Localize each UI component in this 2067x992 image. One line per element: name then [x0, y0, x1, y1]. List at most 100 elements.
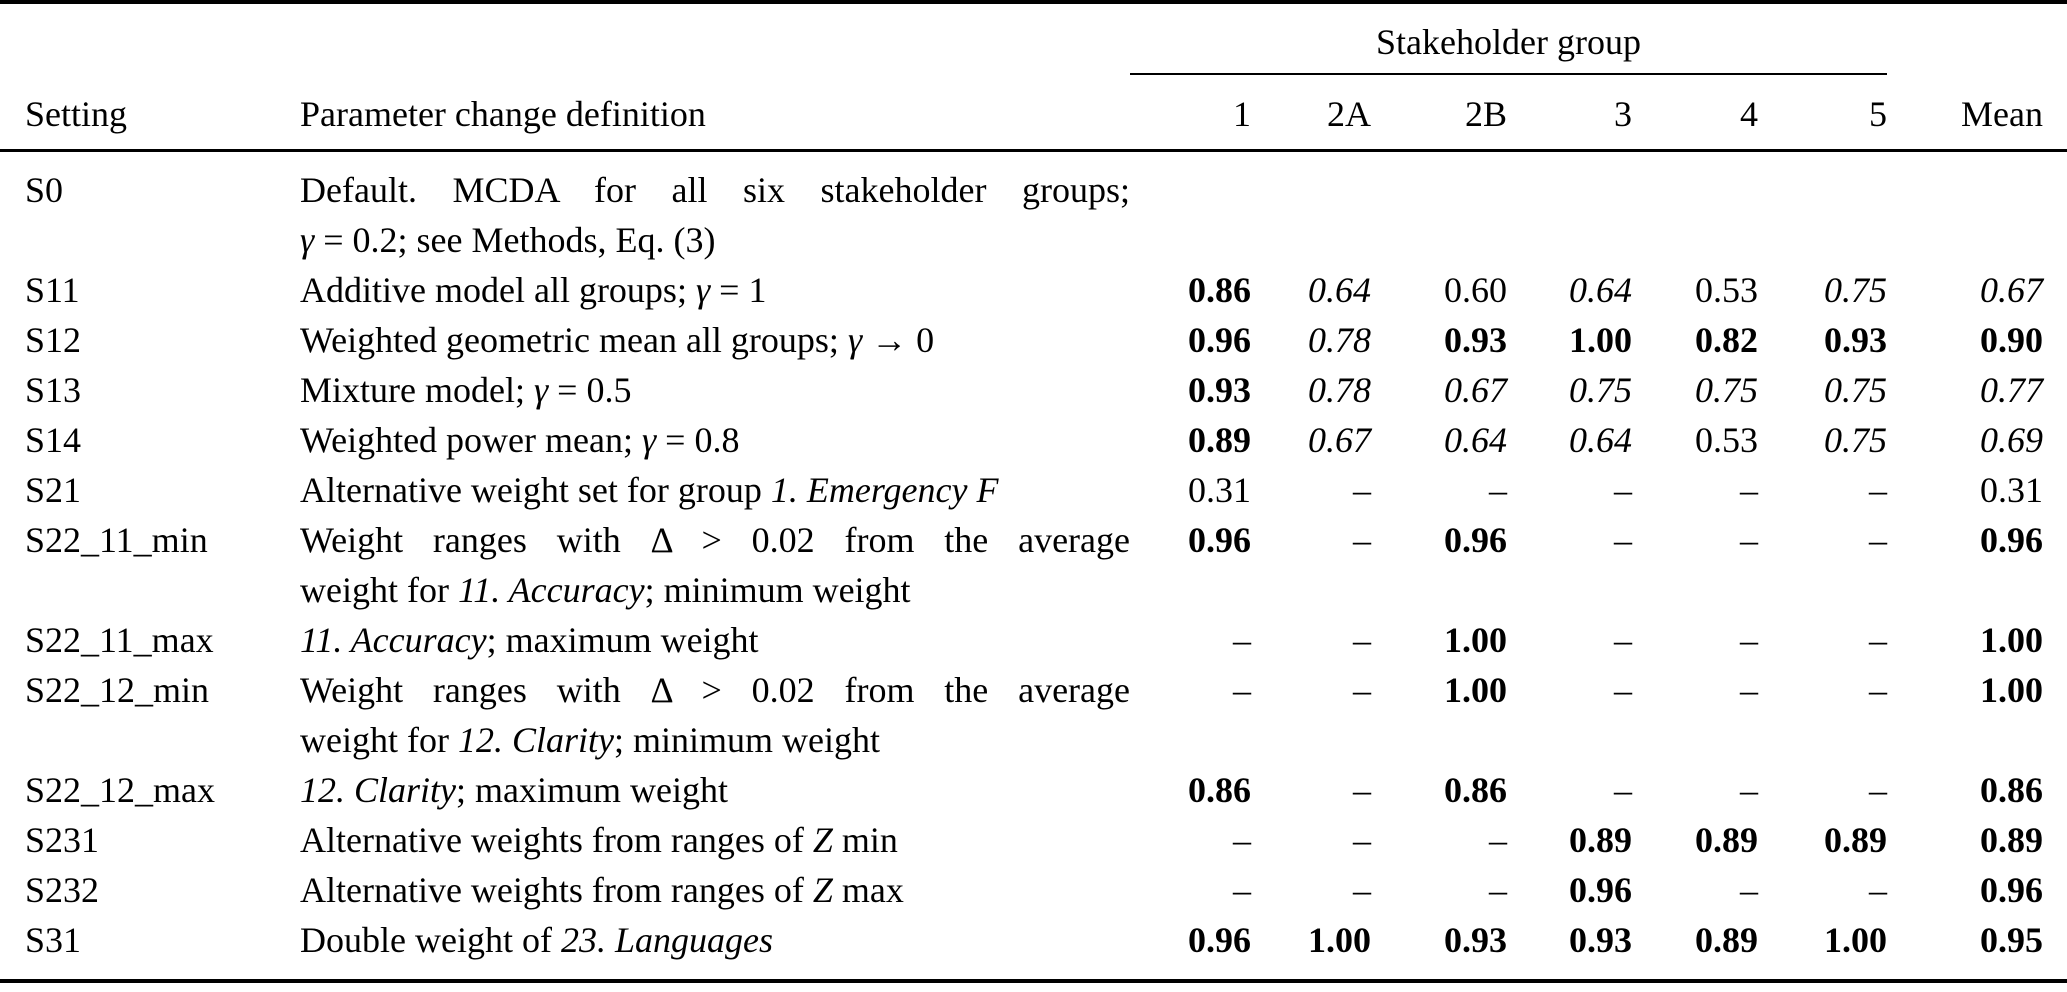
group-value-cell: 0.78 — [1308, 319, 1371, 360]
definition-text-segment: Default. MCDA for all six stakeholder gr… — [300, 169, 1130, 210]
group-value-cell: 0.75 — [1824, 369, 1887, 410]
table-row: S31 Double weight of 23. Languages 0.96 1.0… — [0, 915, 2067, 981]
group-value-cell: – — [1869, 869, 1887, 910]
column-header-group-2b: 2B — [1371, 74, 1507, 152]
group-value-cell: 0.89 — [1188, 419, 1251, 460]
column-header-group-5: 5 — [1758, 74, 1887, 152]
definition-italic-segment: γ — [847, 319, 863, 360]
definition-line: 12. Clarity; maximum weight — [300, 765, 1130, 815]
group-value-cell: 0.96 — [1188, 519, 1251, 560]
group-value-cell: 1.00 — [1569, 319, 1632, 360]
definition-italic-segment: Z — [812, 869, 833, 910]
group-value-cell: 1.00 — [1444, 669, 1507, 710]
definition-text-segment: weight for — [300, 719, 458, 760]
definition-text-segment: Weighted power mean; — [300, 419, 642, 460]
definition-cell: Default. MCDA for all six stakeholder gr… — [300, 150, 1130, 265]
setting-cell: S22_11_max — [25, 619, 214, 660]
setting-cell: S231 — [25, 819, 100, 860]
definition-line: Mixture model; γ = 0.5 — [300, 365, 1130, 415]
definition-text-segment: Alternative weight set for group — [300, 469, 771, 510]
group-value-cell: 0.67 — [1308, 419, 1371, 460]
group-value-cell: – — [1353, 819, 1371, 860]
group-value-cell: 0.64 — [1308, 269, 1371, 310]
table-row: S22_11_min Weight ranges with Δ > 0.02 fr… — [0, 515, 2067, 615]
definition-line: Additive model all groups; γ = 1 — [300, 265, 1130, 315]
definition-italic-segment: γ — [641, 419, 657, 460]
column-header-definition: Parameter change definition — [300, 74, 1130, 152]
group-value-cell: – — [1353, 519, 1371, 560]
group-value-cell: 0.75 — [1824, 269, 1887, 310]
definition-cell: Weighted geometric mean all groups; γ → … — [300, 315, 1130, 365]
group-value-cell: 1.00 — [1824, 919, 1887, 960]
definition-italic-segment: 11. Accuracy — [457, 569, 645, 610]
mean-value-cell: 0.89 — [1980, 819, 2043, 860]
group-value-cell: – — [1353, 619, 1371, 660]
group-value-cell — [1371, 150, 1507, 265]
group-value-cell: – — [1869, 769, 1887, 810]
group-value-cell: – — [1489, 869, 1507, 910]
mean-value-cell: 0.31 — [1980, 469, 2043, 510]
definition-line: Weight ranges with Δ > 0.02 from the ave… — [300, 515, 1130, 565]
column-header-mean: Mean — [1887, 74, 2067, 152]
group-value-cell: 0.64 — [1569, 419, 1632, 460]
definition-line: weight for 11. Accuracy; minimum weight — [300, 565, 1130, 615]
definition-text-segment: ; maximum weight — [486, 619, 759, 660]
group-value-cell: – — [1869, 469, 1887, 510]
group-value-cell: 0.96 — [1444, 519, 1507, 560]
definition-italic-segment: γ — [695, 269, 711, 310]
mean-value-cell: 0.90 — [1980, 319, 2043, 360]
setting-cell: S13 — [25, 369, 82, 410]
definition-line: weight for 12. Clarity; minimum weight — [300, 715, 1130, 765]
definition-cell: 12. Clarity; maximum weight — [300, 765, 1130, 815]
group-value-cell: 0.82 — [1695, 319, 1758, 360]
header-spacer-left — [0, 2, 1130, 74]
group-value-cell: 0.53 — [1695, 419, 1758, 460]
definition-line: Alternative weights from ranges of Z max — [300, 865, 1130, 915]
group-value-cell: 0.60 — [1444, 269, 1507, 310]
table-header: Stakeholder group Setting Parameter chan… — [0, 2, 2067, 152]
group-value-cell: – — [1353, 669, 1371, 710]
mean-value-cell: 0.77 — [1980, 369, 2043, 410]
stakeholder-group-label: Stakeholder group — [1376, 22, 1641, 62]
group-value-cell: – — [1353, 869, 1371, 910]
definition-italic-segment: γ — [300, 219, 315, 260]
definition-cell: Weight ranges with Δ > 0.02 from the ave… — [300, 515, 1130, 615]
group-value-cell — [1632, 150, 1758, 265]
mean-value-cell: 0.86 — [1980, 769, 2043, 810]
column-header-group-3: 3 — [1507, 74, 1632, 152]
mean-value-cell — [1887, 150, 2067, 265]
definition-text-segment: = 1 — [710, 269, 767, 310]
group-value-cell: – — [1614, 519, 1632, 560]
definition-line: Double weight of 23. Languages — [300, 915, 1130, 965]
group-value-cell: – — [1614, 669, 1632, 710]
mean-value-cell: 0.96 — [1980, 519, 2043, 560]
definition-text-segment: = 0.8 — [656, 419, 740, 460]
group-value-cell: 0.64 — [1444, 419, 1507, 460]
group-value-cell: 0.64 — [1569, 269, 1632, 310]
definition-text-segment: Double weight of — [300, 919, 561, 960]
header-spacer-right — [1887, 2, 2067, 74]
group-value-cell: – — [1489, 819, 1507, 860]
group-value-cell: – — [1740, 869, 1758, 910]
definition-text-segment: ; maximum weight — [456, 769, 728, 810]
definition-italic-segment: 12. Clarity — [457, 719, 614, 760]
definition-text-segment: Additive model all groups; — [300, 269, 696, 310]
definition-cell: Weighted power mean; γ = 0.8 — [300, 415, 1130, 465]
definition-line: Weight ranges with Δ > 0.02 from the ave… — [300, 665, 1130, 715]
group-value-cell: 0.93 — [1444, 319, 1507, 360]
stakeholder-group-header-row: Stakeholder group — [0, 2, 2067, 75]
group-value-cell: 0.93 — [1188, 369, 1251, 410]
setting-cell: S14 — [25, 419, 82, 460]
group-value-cell: – — [1740, 669, 1758, 710]
mean-value-cell: 0.67 — [1980, 269, 2043, 310]
group-value-cell: – — [1353, 769, 1371, 810]
definition-cell: Alternative weights from ranges of Z max — [300, 865, 1130, 915]
setting-cell: S0 — [25, 169, 64, 210]
definition-text-segment: max — [832, 869, 904, 910]
group-value-cell: – — [1869, 619, 1887, 660]
group-value-cell: 0.96 — [1188, 319, 1251, 360]
definition-line: 11. Accuracy; maximum weight — [300, 615, 1130, 665]
setting-cell: S232 — [25, 869, 100, 910]
definition-text-segment: Alternative weights from ranges of — [300, 819, 813, 860]
